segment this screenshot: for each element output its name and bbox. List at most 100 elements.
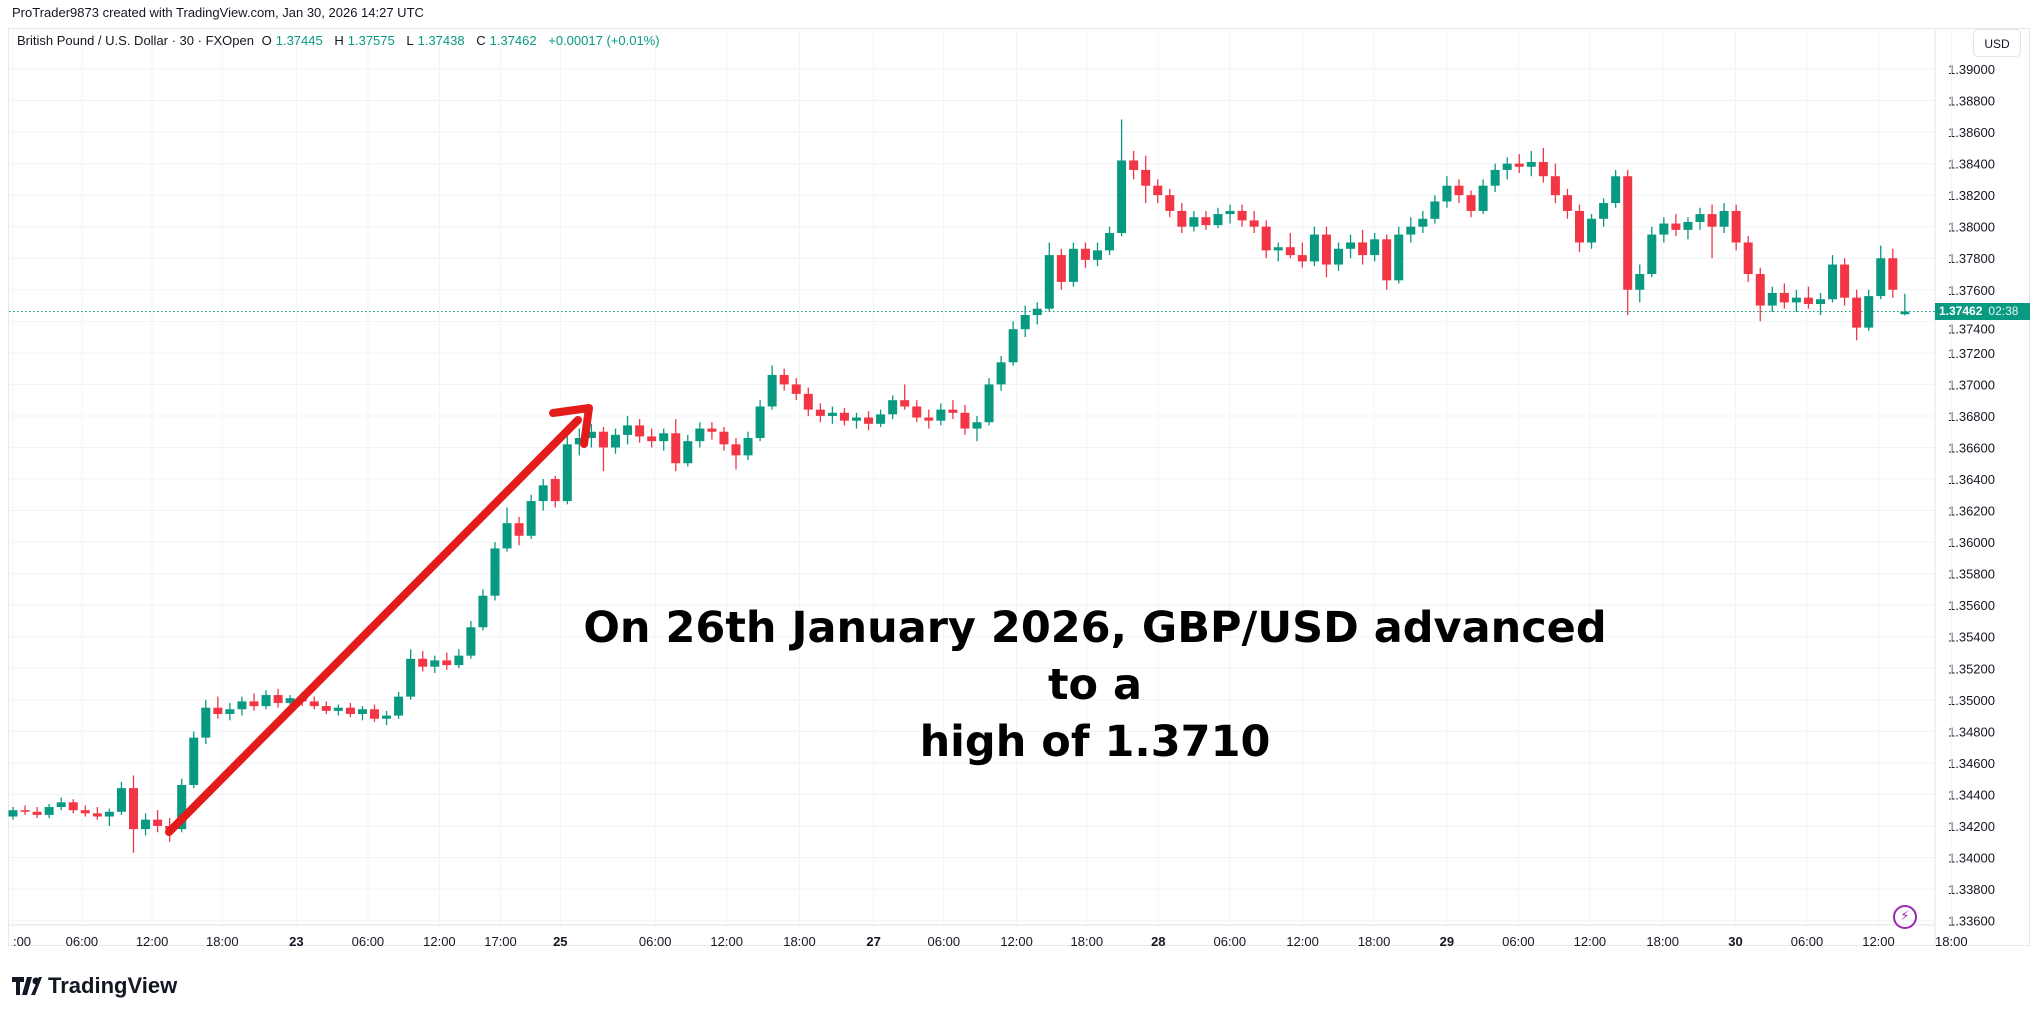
tradingview-logo-icon xyxy=(12,977,42,995)
y-tick-label: 1.36400 xyxy=(1948,472,1995,487)
brand-name: TradingView xyxy=(48,973,178,998)
y-tick-label: 1.38000 xyxy=(1948,220,1995,235)
candle-body xyxy=(261,695,271,707)
y-tick-label: 1.38200 xyxy=(1948,188,1995,203)
candle-body xyxy=(1056,255,1066,282)
y-tick-label: 1.35200 xyxy=(1948,661,1995,676)
candle-body xyxy=(1623,176,1633,290)
y-tick-label: 1.36800 xyxy=(1948,409,1995,424)
y-tick-label: 1.35000 xyxy=(1948,693,1995,708)
annotation-line-2: high of 1.3710 xyxy=(919,717,1271,767)
candle-body xyxy=(1888,258,1898,290)
x-tick-label: 18:00 xyxy=(783,934,816,949)
candle-body xyxy=(1321,234,1331,265)
y-tick-label: 1.37800 xyxy=(1948,251,1995,266)
change-value: +0.00017 (+0.01%) xyxy=(548,33,660,48)
y-tick-label: 1.35800 xyxy=(1948,567,1995,582)
candle-body xyxy=(1008,329,1018,363)
candle-body xyxy=(912,406,922,418)
candle-body xyxy=(960,412,970,429)
candle-body xyxy=(1297,255,1307,262)
candle-body xyxy=(357,709,367,714)
candle-body xyxy=(1490,169,1500,186)
candle-body xyxy=(791,384,801,394)
x-tick-label: 06:00 xyxy=(639,934,672,949)
candle-body xyxy=(44,807,54,815)
candle-body xyxy=(1418,218,1428,227)
candle-body xyxy=(237,701,247,710)
candle-body xyxy=(864,417,874,424)
tradingview-logo[interactable]: TradingView xyxy=(12,973,177,999)
candle-body xyxy=(924,417,934,421)
candle-body xyxy=(1828,264,1838,300)
x-tick-label: 17:00 xyxy=(484,934,517,949)
x-tick-label: 23 xyxy=(289,934,303,949)
candle-body xyxy=(1755,274,1765,306)
candle-body xyxy=(815,409,825,416)
y-tick-label: 1.36600 xyxy=(1948,440,1995,455)
close-label: C xyxy=(476,33,486,48)
y-tick-label: 1.38600 xyxy=(1948,125,1995,140)
candle-body xyxy=(1201,217,1211,226)
candle-body xyxy=(936,409,946,421)
x-tick-label: 18:00 xyxy=(1646,934,1679,949)
candle-body xyxy=(382,715,392,719)
y-tick-label: 1.36000 xyxy=(1948,535,1995,550)
candle-body xyxy=(1020,315,1030,330)
candle-body xyxy=(1599,203,1609,219)
y-tick-label: 1.34200 xyxy=(1948,819,1995,834)
candle-body xyxy=(1635,274,1645,290)
candle-body xyxy=(1683,221,1693,230)
candle-body xyxy=(1803,297,1813,304)
candle-body xyxy=(707,428,717,432)
candle-body xyxy=(430,660,440,667)
candle-body xyxy=(1165,195,1175,211)
candle-body xyxy=(1394,234,1404,281)
candle-body xyxy=(1454,185,1464,196)
candle-body xyxy=(1442,185,1452,202)
candle-body xyxy=(984,384,994,423)
low-label: L xyxy=(406,33,414,48)
y-tick-label: 1.38400 xyxy=(1948,157,1995,172)
close-value: 1.37462 xyxy=(489,33,537,48)
x-tick-label: 27 xyxy=(866,934,880,949)
y-tick-label: 1.37000 xyxy=(1948,377,1995,392)
candle-body xyxy=(502,523,512,549)
candle-body xyxy=(406,658,416,697)
candle-body xyxy=(888,400,898,415)
y-tick-label: 1.37600 xyxy=(1948,283,1995,298)
low-value: 1.37438 xyxy=(417,33,465,48)
x-tick-label: 29 xyxy=(1440,934,1454,949)
x-tick-label: 18:00 xyxy=(1071,934,1104,949)
candle-body xyxy=(972,422,982,429)
x-tick-label: 12:00 xyxy=(710,934,743,949)
x-tick-label: 06:00 xyxy=(66,934,99,949)
last-price-label: 1.37462 02:38 xyxy=(1935,303,2030,321)
candle-body xyxy=(767,374,777,407)
candle-body xyxy=(225,709,235,714)
trend-arrow-line xyxy=(165,416,582,836)
candle-body xyxy=(418,658,428,667)
candle-body xyxy=(683,441,693,464)
candle-body xyxy=(1249,220,1259,227)
candle-body xyxy=(1382,239,1392,281)
candle-body xyxy=(68,802,78,811)
high-label: H xyxy=(334,33,344,48)
candle-body xyxy=(1876,258,1886,297)
candle-body xyxy=(1707,214,1717,227)
y-tick-label: 1.34000 xyxy=(1948,851,1995,866)
candle-body xyxy=(1900,311,1910,315)
x-tick-label: 30 xyxy=(1728,934,1742,949)
symbol-name[interactable]: British Pound / U.S. Dollar · 30 · FXOpe… xyxy=(17,33,254,48)
currency-button[interactable]: USD xyxy=(1973,29,2021,57)
candle-body xyxy=(1731,210,1741,243)
y-tick-label: 1.33600 xyxy=(1948,914,1995,929)
x-tick-label: 25 xyxy=(553,934,567,949)
y-tick-label: 1.35400 xyxy=(1948,630,1995,645)
candle-body xyxy=(1032,308,1042,316)
lightning-icon[interactable]: ⚡ xyxy=(1893,905,1917,929)
x-tick-label: 12:00 xyxy=(1862,934,1895,949)
candle-body xyxy=(1575,210,1584,243)
candle-body xyxy=(1779,292,1789,303)
